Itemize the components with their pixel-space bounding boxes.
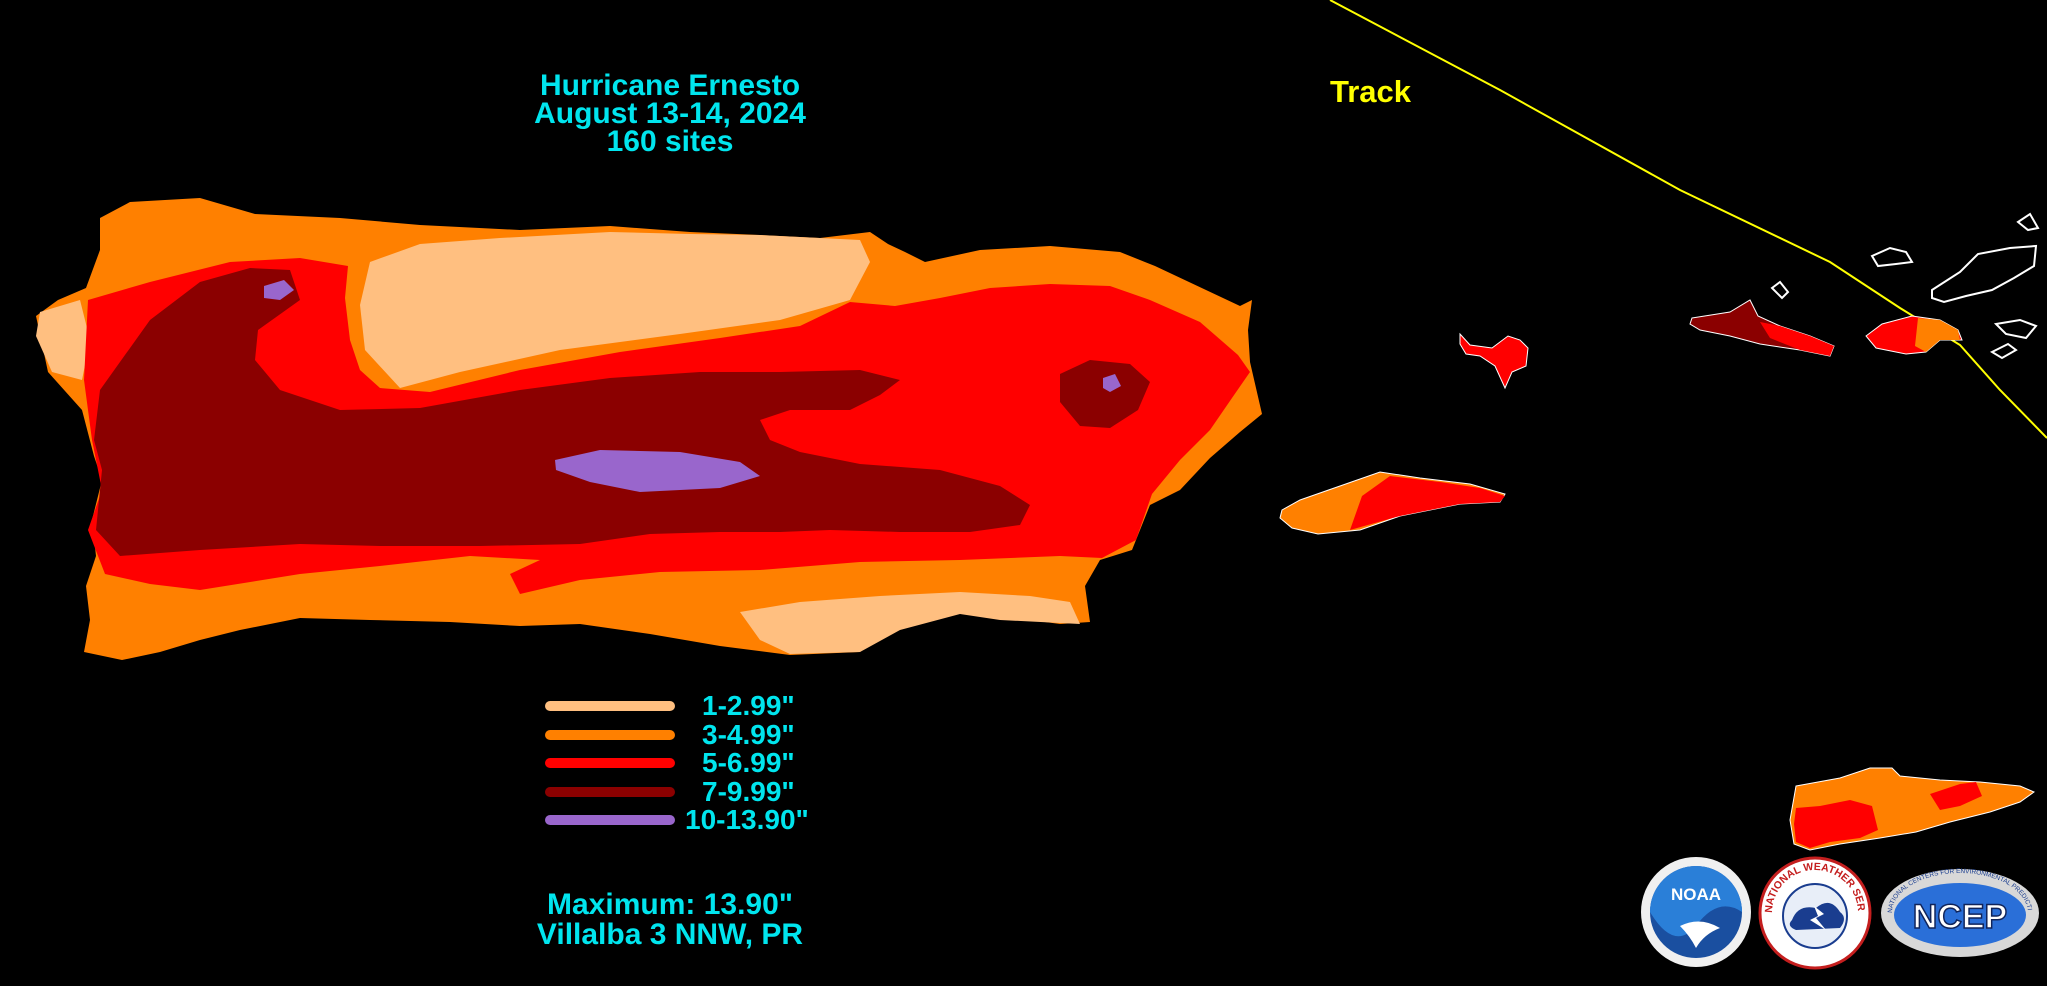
legend-swatch (545, 758, 675, 768)
st-john-island (1865, 315, 1963, 355)
legend-swatch (545, 701, 675, 711)
maximum-value: Maximum: 13.90" (547, 888, 793, 921)
british-virgin-islands (1870, 212, 2040, 360)
hurricane-track-line (1329, 0, 2047, 439)
maximum-location: Villalba 3 NNW, PR (536, 918, 804, 951)
st-thomas-island (1689, 280, 1835, 357)
rain-zone-10-13.90-central (555, 450, 760, 492)
nws-logo: NATIONAL WEATHER SERVICE (1758, 856, 1872, 970)
rain-zone-1-2.99-west (36, 300, 90, 380)
rain-zone-7-9.99-east (1060, 360, 1150, 428)
ncep-logo: NATIONAL CENTERS FOR ENVIRONMENTAL PREDI… (1880, 868, 2039, 957)
legend-label: 1-2.99" (702, 690, 795, 721)
storm-dates: August 13-14, 2024 (534, 97, 806, 130)
legend-swatch (545, 729, 675, 740)
noaa-logo: NOAA (1641, 857, 1751, 967)
maximum-rainfall: Maximum: 13.90" Villalba 3 NNW, PR (490, 890, 850, 950)
ncep-text: NCEP (1913, 898, 2007, 936)
map-title: Hurricane Ernesto August 13-14, 2024 160… (460, 69, 880, 158)
rain-zone-7-9.99 (94, 268, 1030, 556)
legend-swatch (545, 815, 675, 825)
vieques-island (1279, 471, 1506, 535)
legend-label: 3-4.99" (702, 718, 795, 750)
rain-zone-1-2.99-south (740, 592, 1080, 654)
rain-zone-1-2.99-north (360, 232, 870, 388)
culebra-island (1459, 332, 1529, 390)
legend-label: 5-6.99" (702, 747, 795, 778)
rain-zone-10-13.90-west (264, 280, 294, 300)
storm-name: Hurricane Ernesto (539, 69, 801, 102)
site-count: 160 sites (606, 125, 734, 158)
track-label: Track (1330, 74, 1412, 109)
rain-zone-10-13.90-east (1103, 374, 1121, 392)
noaa-text: NOAA (1671, 885, 1721, 904)
legend-label: 10-13.90" (685, 804, 809, 835)
legend-swatch (545, 786, 675, 797)
st-croix-island (1789, 767, 2036, 851)
legend-label: 7-9.99" (702, 775, 795, 807)
puerto-rico-island (36, 198, 1262, 660)
